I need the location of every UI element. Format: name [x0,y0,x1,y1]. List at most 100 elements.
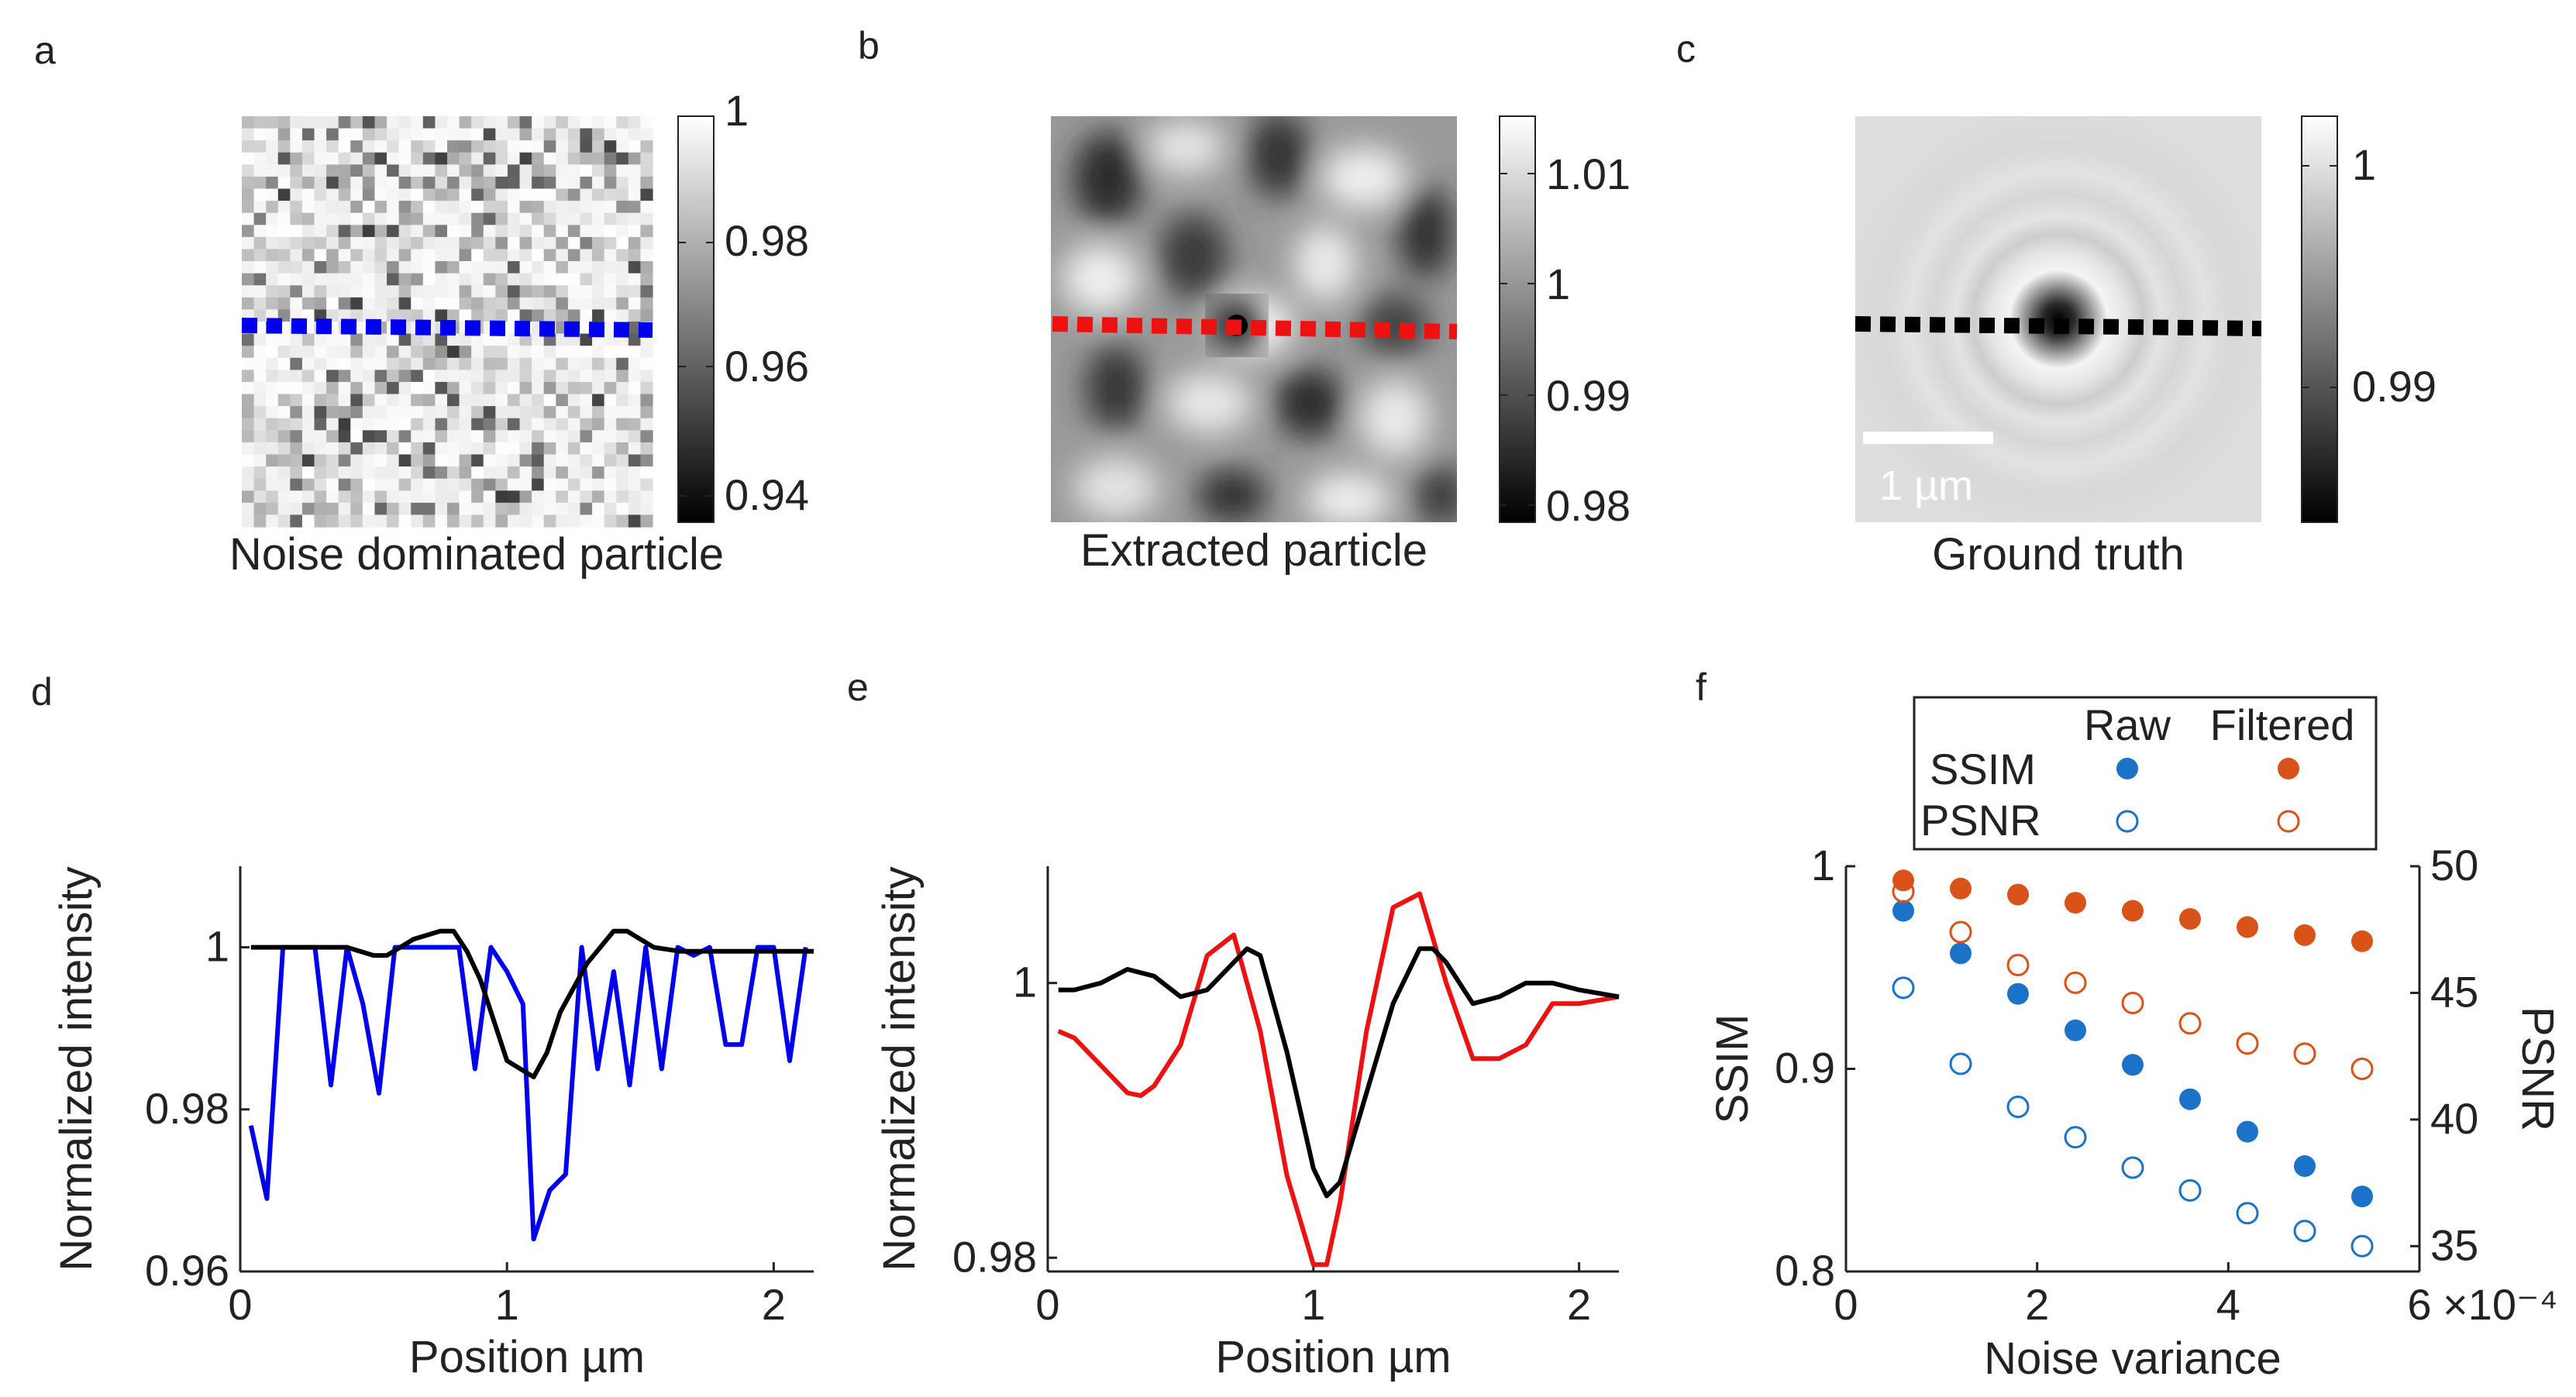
scatter-point [2350,1234,2374,1258]
panel-letter-d: d [31,670,53,714]
x-tick-label: 0 [1035,1280,1059,1329]
series-line [1058,946,1620,1199]
scatter-point [1892,976,1915,1000]
x-tick-label: 0 [1834,1280,1858,1329]
scatter-point [2236,1032,2259,1055]
colorbar-b-tick-label: 0.99 [1546,371,1631,420]
legend-row-ssim: SSIM [1930,745,2036,793]
panel-letter-b: b [858,24,880,67]
series-line [250,928,814,1079]
scatter-point [2179,1088,2201,1110]
legend-marker-psnr-filtered [2277,810,2300,833]
chart-f: 0 2 4 6 ×10⁻⁴ 0.8 0.9 1 35 40 45 50 Noise variance SS… [1707,841,2563,1384]
scatter-point [2293,1220,2316,1243]
scatter-point [2121,1156,2144,1179]
scatter-point [1892,900,1914,922]
scatter-point [2351,1185,2373,1208]
profile-line-red [1052,316,1458,339]
colorbar-c [2301,115,2338,523]
series-line [248,945,808,1242]
x-tick-label: 4 [2216,1280,2240,1329]
scatter-point [1892,880,1915,903]
scatter-point [1950,877,1972,900]
colorbar-b-tick-label: 1.01 [1546,150,1631,198]
scatter-point [2237,1120,2258,1143]
x-exponent-label: ×10⁻⁴ [2443,1280,2558,1329]
legend-row-psnr: PSNR [1920,796,2041,845]
colorbar-a-tick-label: 0.96 [725,342,809,391]
y-tick-label-right: 40 [2430,1094,2478,1143]
x-tick-label: 2 [1567,1280,1591,1329]
panel-letter-e: e [847,666,869,709]
colorbar-b-tick-label: 0.98 [1546,481,1631,530]
panel-letter-c: c [1676,27,1696,71]
scatter-point [2006,954,2030,976]
y-tick-label: 0.98 [952,1232,1037,1281]
scatter-point [2065,1019,2086,1041]
scatter-point [2064,1126,2087,1149]
scatter-point [2122,1054,2144,1076]
legend-marker-ssim-raw [2116,758,2138,779]
x-tick-label: 6 [2407,1280,2431,1329]
y-tick-label: 0.96 [145,1246,229,1295]
legend-marker-psnr-raw [2116,810,2139,833]
scatter-point [2178,1179,2202,1202]
scatter-point [2294,1155,2316,1177]
x-tick-label: 2 [762,1280,786,1329]
panel-letter-a: a [34,29,56,72]
scatter-point [2294,924,2316,946]
y-tick-label: 1 [205,922,229,971]
y-tick-label: 1 [1013,958,1037,1006]
scatter-point [2293,1042,2316,1065]
scatter-point [2007,982,2029,1005]
y-tick-label-right: 50 [2430,841,2478,889]
scale-bar [1863,432,1993,444]
y-tick-label-right: 35 [2430,1220,2478,1269]
legend-col-filtered: Filtered [2210,700,2355,749]
y-axis-label: Normalized intensity [874,866,925,1271]
x-axis-label: Position µm [409,1332,645,1382]
scatter-point [2350,1058,2374,1080]
scatter-point [2121,992,2144,1014]
scatter-point [1949,1052,1972,1075]
colorbar-a-tick-label: 1 [725,86,749,135]
y-axis-label: SSIM [1707,1014,1758,1124]
scatter-point [2236,1202,2259,1225]
colorbar-c-tick-label: 0.99 [2352,362,2437,411]
scatter-point [2237,916,2258,938]
colorbar-c-ticks [2302,165,2337,388]
x-axis-label: Noise variance [1984,1333,2282,1384]
scatter-point [1950,942,1972,965]
legend-f: Raw Filtered SSIM PSNR [1913,696,2378,851]
colorbar-c-tick-label: 1 [2352,140,2376,189]
y-tick-label: 1 [1811,841,1835,889]
scatter-point [2178,1012,2202,1035]
colorbar-a-tick-label: 0.98 [725,216,809,265]
y-tick-label: 0.9 [1775,1044,1835,1092]
y-tick-label-right: 45 [2430,967,2478,1016]
panel-a-caption: Noise dominated particle [229,529,724,580]
y-tick-label: 0.8 [1775,1246,1835,1295]
series-line [1057,891,1620,1268]
x-tick-label: 2 [2025,1280,2049,1329]
panel-b-caption: Extracted particle [1080,525,1427,576]
y-axis-label-right: PSNR [2512,1006,2563,1131]
panel-c-caption: Ground truth [1932,529,2185,580]
profile-line-blue [241,318,653,338]
legend-col-raw: Raw [2084,700,2171,749]
x-tick-label: 1 [495,1280,519,1329]
scatter-point [2179,908,2201,930]
colorbar-b-ticks [1500,173,1535,506]
colorbar-a-tick-label: 0.94 [725,470,809,519]
scatter-point [2122,900,2144,922]
scatter-point [2064,971,2087,994]
y-tick-label: 0.98 [145,1084,229,1133]
colorbar-b [1499,115,1536,523]
colorbar-a [677,115,715,523]
y-axis-label: Normalized intensity [51,866,102,1271]
x-axis-label: Position µm [1215,1332,1451,1382]
colorbar-a-ticks [678,242,714,497]
